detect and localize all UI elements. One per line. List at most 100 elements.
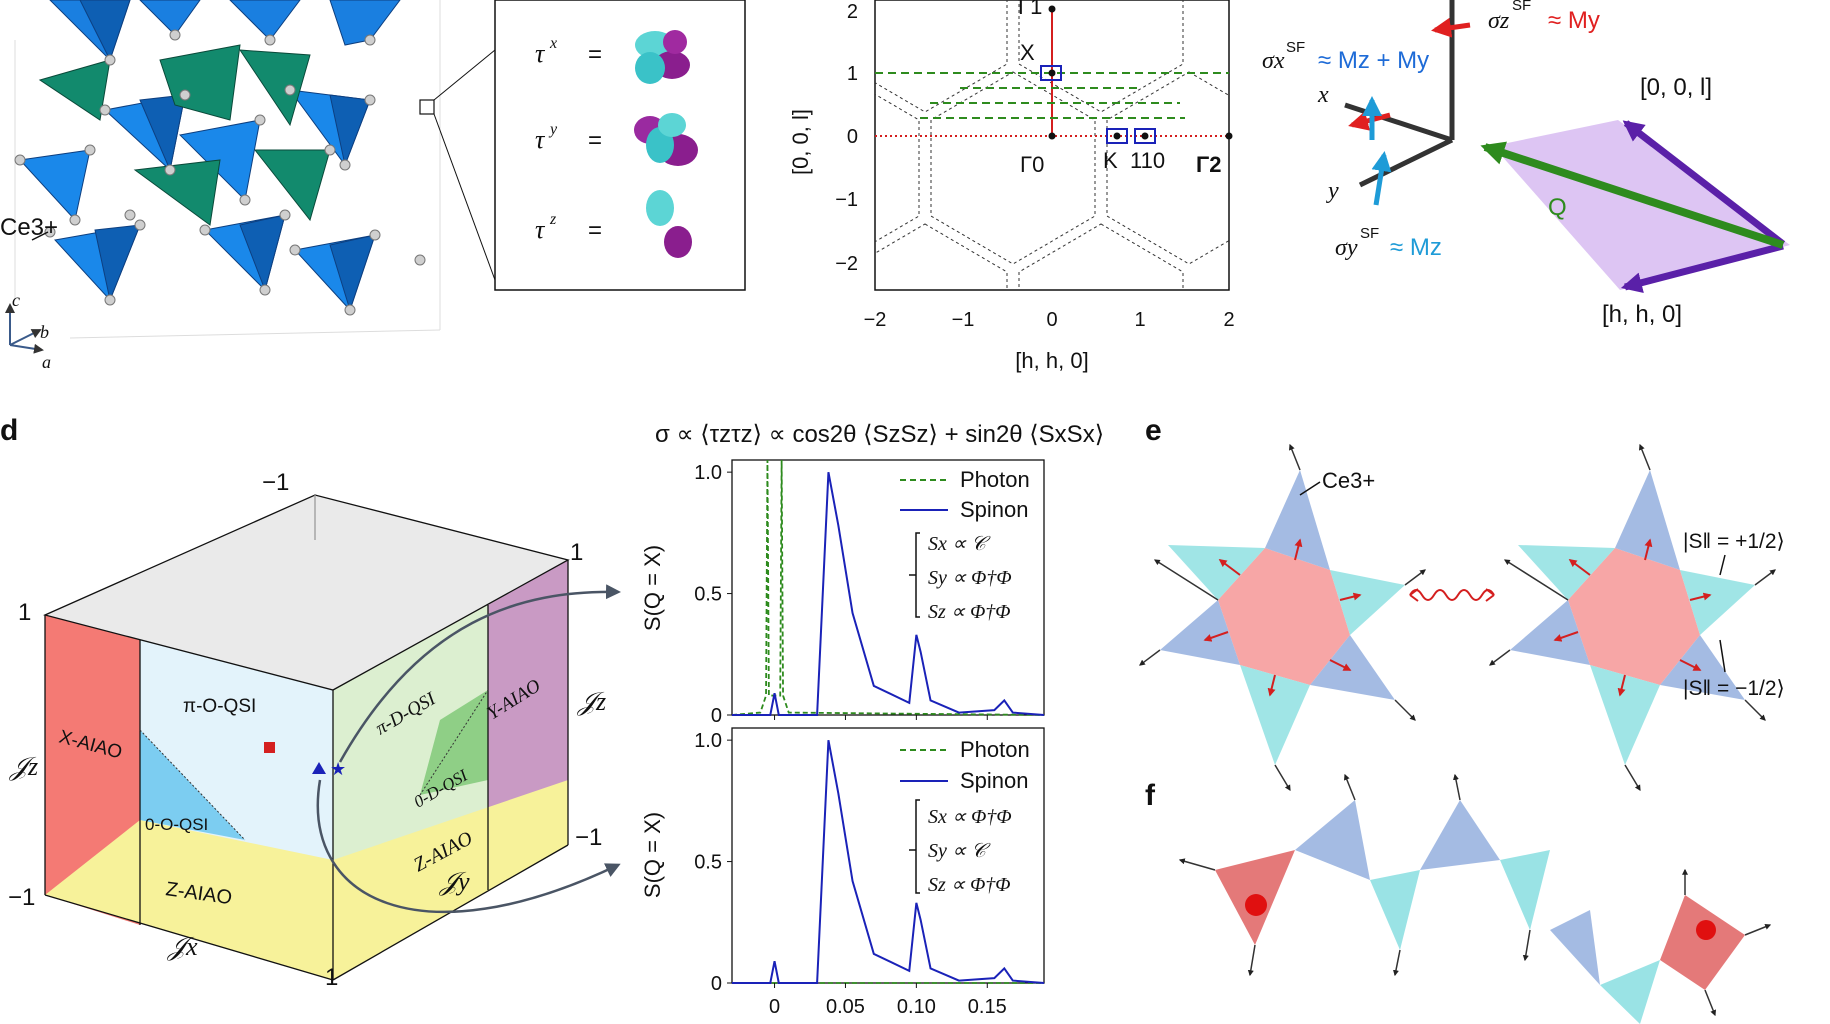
spectra-title: σ ∝ ⟨τzτz⟩ ∝ cos2θ ⟨SzSz⟩ + sin2θ ⟨SxSx⟩	[655, 421, 1104, 448]
tetrahedra-teal	[38, 44, 331, 226]
ytick-label: 0	[711, 973, 722, 995]
svg-text:−2: −2	[864, 309, 887, 331]
svg-text:SF: SF	[1286, 39, 1305, 56]
blue-triangle-marker	[312, 762, 326, 774]
legend-bottom: Photon Spinon	[900, 737, 1030, 793]
series-spinon	[732, 739, 1045, 984]
svg-text:2: 2	[847, 1, 858, 23]
orbital-tau-z: τ z =	[535, 190, 692, 258]
svg-text:τ: τ	[535, 39, 546, 68]
state-up-label: |S‖ = +1/2⟩	[1683, 530, 1785, 553]
point-gamma0: Γ0	[1020, 152, 1044, 177]
xtick-label: 0.15	[968, 996, 1007, 1018]
vec-hh0-label: [h, h, 0]	[1602, 301, 1682, 328]
svg-text:1: 1	[18, 599, 31, 626]
point-gamma2: Γ2	[1196, 152, 1221, 177]
b-xticks: −2 −1 0 1 2	[864, 309, 1235, 331]
orbital-tau-x: τ x =	[535, 30, 690, 84]
svg-text:SF: SF	[1360, 225, 1379, 242]
jx-label: 𝒥x	[166, 932, 198, 961]
vec-00l-arrow	[1622, 120, 1786, 247]
scattering-plane	[1493, 120, 1790, 290]
state-down-label: |S‖ = −1/2⟩	[1683, 677, 1785, 700]
zero-o-qsi-label: 0-O-QSI	[145, 815, 208, 834]
panel-f-chain: f	[1145, 773, 1772, 1024]
panel-d-phase-cube: d −1 1 1 −1 −1 1 𝒥x 𝒥y 𝒥z 𝒥	[0, 414, 621, 991]
mz-arrow-y	[1371, 151, 1392, 206]
panel-e-kagome: e	[1139, 414, 1785, 792]
svg-text:1: 1	[325, 964, 338, 991]
xtick-label: 0	[769, 996, 780, 1018]
jz-right-label: 𝒥z	[576, 687, 606, 716]
ytick-label: 0.5	[694, 852, 722, 874]
legend-spinon-bottom: Spinon	[960, 768, 1029, 793]
axis-y-label: y	[1326, 178, 1339, 204]
svg-text:−2: −2	[835, 253, 858, 275]
z-aiao-right-region	[333, 780, 568, 980]
axis-a-label: a	[42, 352, 51, 372]
svg-text:≈ Mz: ≈ Mz	[1390, 234, 1442, 261]
orbital-x-icon	[635, 30, 690, 84]
svg-text:SF: SF	[1512, 0, 1531, 14]
orbital-z-icon	[646, 190, 692, 258]
ytick-label: 1.0	[694, 730, 722, 752]
svg-text:−1: −1	[835, 189, 858, 211]
svg-text:−1: −1	[575, 824, 602, 851]
bz-plot-frame	[874, 0, 1230, 291]
panel-b-reciprocal: Γ1 X Γ0 K 110 Γ2 2 1 0 −1 −2 −2 −1 0 1 2…	[788, 0, 1235, 373]
arrow-to-bottom-spectrum	[316, 779, 621, 913]
svg-text:1: 1	[847, 63, 858, 85]
series-spinon	[732, 471, 1045, 716]
svg-text:−1: −1	[262, 469, 289, 496]
monopole-right	[1696, 920, 1716, 940]
sigma-y-label: σy SF ≈ Mz	[1335, 225, 1442, 261]
svg-text:Sx ∝ 𝒞: Sx ∝ 𝒞	[928, 533, 991, 555]
svg-text:≈ My: ≈ My	[1548, 7, 1600, 34]
ytick-label: 0	[711, 705, 722, 727]
panel-c-geometry: σz SF ≈ My σx SF ≈ Mz + My σy SF ≈ Mz x …	[1262, 0, 1790, 328]
vec-00l-label: [0, 0, l]	[1640, 74, 1712, 101]
monopole-left	[1245, 894, 1267, 916]
cube-top-face	[45, 495, 568, 690]
svg-text:Sy ∝ 𝒞: Sy ∝ 𝒞	[928, 840, 991, 862]
svg-text:z: z	[549, 211, 557, 228]
svg-text:σy: σy	[1335, 235, 1358, 261]
svg-text:τ: τ	[535, 215, 546, 244]
orbital-y-icon	[634, 113, 698, 166]
spectrum-bottom-plot: 0 0.5 1.0 0 0.05 0.10 0.15	[694, 730, 1045, 1018]
b-yticks: 2 1 0 −1 −2	[835, 1, 858, 275]
kagome-right	[1489, 443, 1776, 792]
point-x: X	[1020, 40, 1035, 65]
ytick-label: 1.0	[694, 462, 722, 484]
point-k: K	[1103, 148, 1118, 173]
vec-q-label: Q	[1548, 194, 1567, 221]
spectrum-top-frame	[731, 459, 1045, 716]
jz-left-label: 𝒥z	[8, 752, 38, 781]
svg-text:σx: σx	[1262, 48, 1285, 74]
point-110: 110	[1130, 148, 1165, 173]
svg-text:0: 0	[847, 126, 858, 148]
red-square-marker	[264, 742, 275, 753]
spectrum-bottom-frame	[731, 727, 1045, 984]
svg-text:−1: −1	[8, 884, 35, 911]
svg-text:σz: σz	[1488, 8, 1510, 34]
svg-text:1: 1	[570, 539, 583, 566]
my-arrow-top	[1431, 17, 1471, 38]
spectrum-top-ylabel: S(Q = X)	[640, 545, 665, 631]
axis-triad: c b a	[4, 290, 51, 372]
jy-label: 𝒥y	[438, 867, 470, 896]
ytick-label: 0.5	[694, 584, 722, 606]
orbital-tau-y: τ y =	[535, 113, 698, 166]
axis-c-label: c	[12, 290, 20, 310]
arrow-to-top-spectrum	[338, 584, 621, 763]
spectrum-top-plot: 0 0.5 1.0	[694, 459, 1045, 727]
blue-star-marker: ★	[330, 759, 346, 779]
legend-photon-top: Photon	[960, 467, 1030, 492]
sigma-z-label: σz SF ≈ My	[1488, 0, 1600, 34]
xtick-label: 0.05	[826, 996, 865, 1018]
legend-spinon-top: Spinon	[960, 497, 1029, 522]
vec-hh0-arrow	[1620, 242, 1784, 293]
ce-ion-label: Ce3+	[0, 214, 58, 241]
axis-x-label: x	[1317, 82, 1329, 108]
